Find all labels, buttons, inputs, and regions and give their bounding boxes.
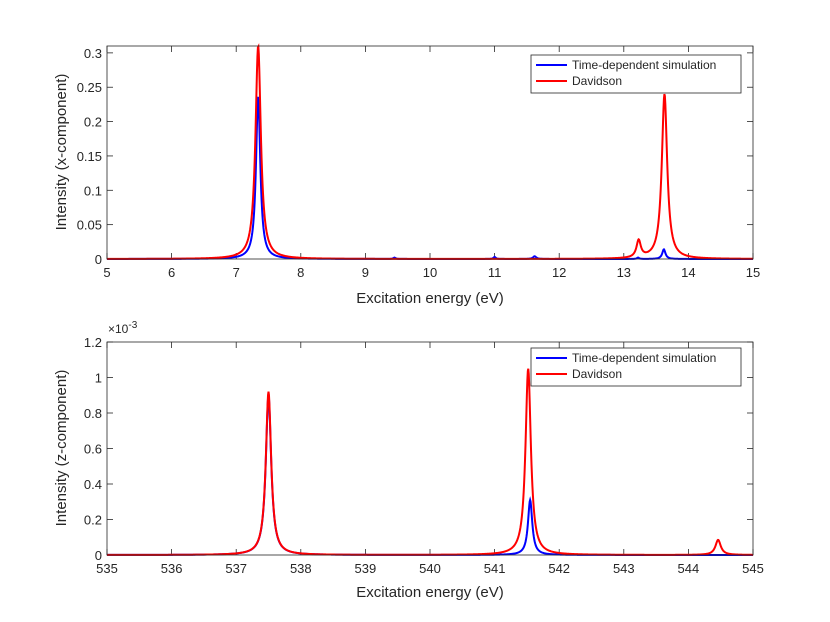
bottom-y-tick-label: 0.6 <box>84 442 102 457</box>
top-subplot: 5 6 7 8 9 10 11 12 13 14 15 0 0.05 0.1 0.15 0.2 0.25 0.3… <box>53 43 760 307</box>
bottom-x-tick-label: 538 <box>290 561 312 576</box>
top-x-tick-label: 14 <box>681 265 695 280</box>
top-x-tick-labels: 5 6 7 8 9 10 11 12 13 14 15 <box>103 265 760 280</box>
top-x-tick-label: 7 <box>233 265 240 280</box>
bottom-x-tick-label: 536 <box>161 561 183 576</box>
top-y-tick-label: 0.1 <box>84 183 102 198</box>
bottom-legend-label-tds: Time-dependent simulation <box>572 351 716 365</box>
bottom-y-tick-label: 0.4 <box>84 477 102 492</box>
top-y-tick-label: 0 <box>95 252 102 267</box>
top-y-tick-label: 0.15 <box>77 149 102 164</box>
bottom-y-tick-label: 0 <box>95 548 102 563</box>
bottom-x-axis-label: Excitation energy (eV) <box>356 584 504 601</box>
top-x-axis-label: Excitation energy (eV) <box>356 290 504 307</box>
bottom-legend-box <box>530 347 742 387</box>
top-y-tick-label: 0.2 <box>84 115 102 130</box>
bottom-y-tick-label: 1 <box>95 371 102 386</box>
bottom-x-tick-label: 540 <box>419 561 441 576</box>
bottom-x-tick-label: 543 <box>613 561 635 576</box>
bottom-x-tick-label: 539 <box>355 561 377 576</box>
top-x-tick-label: 15 <box>746 265 760 280</box>
top-y-tick-labels: 0 0.05 0.1 0.15 0.2 0.25 0.3 <box>77 46 102 267</box>
top-x-tick-label: 8 <box>297 265 304 280</box>
top-legend: Time-dependent simulation Davidson <box>530 54 742 94</box>
top-x-tick-label: 9 <box>362 265 369 280</box>
bottom-legend-label-davidson: Davidson <box>572 367 622 381</box>
bottom-y-exponent: ×10-3 <box>108 320 138 336</box>
bottom-x-tick-labels: 535 536 537 538 539 540 541 542 543 544 545 <box>96 561 764 576</box>
bottom-legend: Time-dependent simulation Davidson <box>530 347 742 387</box>
top-x-tick-label: 10 <box>423 265 437 280</box>
top-axes-box <box>106 45 754 260</box>
bottom-y-exponent-power: -3 <box>128 320 137 331</box>
bottom-x-tick-label: 541 <box>484 561 506 576</box>
top-legend-label-davidson: Davidson <box>572 74 622 88</box>
top-x-tick-label: 13 <box>617 265 631 280</box>
top-y-tick-label: 0.05 <box>77 218 102 233</box>
top-y-tick-label: 0.3 <box>84 46 102 61</box>
bottom-x-tick-label: 537 <box>225 561 247 576</box>
top-x-tick-label: 5 <box>103 265 110 280</box>
top-y-axis-label: Intensity (x-component) <box>53 74 70 231</box>
bottom-y-tick-label: 0.8 <box>84 406 102 421</box>
top-y-tick-label: 0.25 <box>77 80 102 95</box>
bottom-axes-box <box>106 341 754 556</box>
bottom-subplot: 535 536 537 538 539 540 541 542 543 544 545 0 0.2 0.… <box>53 320 764 601</box>
bottom-x-tick-label: 545 <box>742 561 764 576</box>
top-x-tick-label: 6 <box>168 265 175 280</box>
top-x-tick-label: 11 <box>488 265 502 280</box>
top-x-tick-label: 12 <box>552 265 566 280</box>
bottom-y-tick-labels: 0 0.2 0.4 0.6 0.8 1 1.2 <box>84 335 102 563</box>
bottom-y-tick-label: 0.2 <box>84 513 102 528</box>
bottom-y-tick-label: 1.2 <box>84 335 102 350</box>
bottom-x-tick-label: 542 <box>548 561 570 576</box>
bottom-y-axis-label: Intensity (z-component) <box>53 370 70 527</box>
bottom-x-tick-label: 544 <box>678 561 700 576</box>
top-legend-label-tds: Time-dependent simulation <box>572 58 716 72</box>
bottom-y-exponent-base: ×10 <box>108 322 129 336</box>
top-legend-box <box>530 54 742 94</box>
bottom-x-tick-label: 535 <box>96 561 118 576</box>
